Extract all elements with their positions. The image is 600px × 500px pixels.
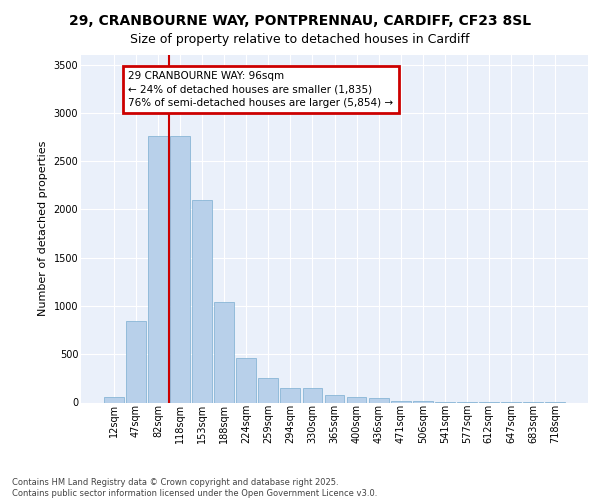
Y-axis label: Number of detached properties: Number of detached properties — [38, 141, 48, 316]
Bar — [126, 322, 146, 402]
Bar — [104, 396, 124, 402]
Bar — [302, 388, 322, 402]
Text: Size of property relative to detached houses in Cardiff: Size of property relative to detached ho… — [130, 32, 470, 46]
Bar — [192, 200, 212, 402]
Bar — [368, 398, 389, 402]
Text: 29 CRANBOURNE WAY: 96sqm
← 24% of detached houses are smaller (1,835)
76% of sem: 29 CRANBOURNE WAY: 96sqm ← 24% of detach… — [128, 72, 394, 108]
Bar — [325, 395, 344, 402]
Bar — [170, 136, 190, 402]
Text: Contains HM Land Registry data © Crown copyright and database right 2025.
Contai: Contains HM Land Registry data © Crown c… — [12, 478, 377, 498]
Bar — [259, 378, 278, 402]
Bar — [413, 400, 433, 402]
Bar — [391, 400, 410, 402]
Bar — [148, 136, 168, 402]
Text: 29, CRANBOURNE WAY, PONTPRENNAU, CARDIFF, CF23 8SL: 29, CRANBOURNE WAY, PONTPRENNAU, CARDIFF… — [69, 14, 531, 28]
Bar — [236, 358, 256, 403]
Bar — [214, 302, 234, 402]
Bar — [280, 388, 301, 402]
Bar — [347, 396, 367, 402]
